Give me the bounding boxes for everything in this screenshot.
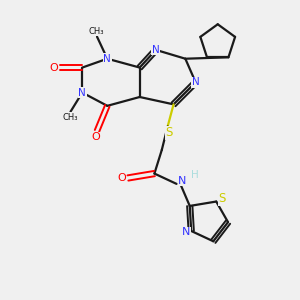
Text: N: N (182, 227, 190, 237)
Text: O: O (117, 173, 126, 183)
Text: N: N (152, 45, 160, 55)
Text: N: N (192, 77, 200, 87)
Text: O: O (91, 132, 100, 142)
Text: O: O (49, 63, 58, 73)
Text: S: S (166, 126, 173, 140)
Text: CH₃: CH₃ (62, 112, 78, 122)
Text: H: H (191, 170, 199, 180)
Text: N: N (78, 88, 86, 98)
Text: S: S (218, 192, 226, 205)
Text: N: N (103, 54, 111, 64)
Text: N: N (178, 176, 187, 186)
Text: CH₃: CH₃ (89, 27, 104, 36)
